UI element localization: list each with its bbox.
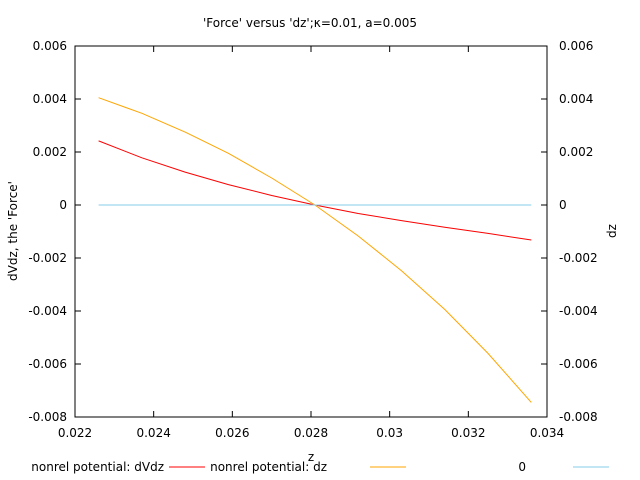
legend-item-dvdz: nonrel potential: dVdz: [31, 460, 205, 474]
x-tick-label: 0.024: [136, 426, 170, 440]
x-tick-label: 0.034: [530, 426, 564, 440]
y2-tick-label: -0.008: [559, 410, 598, 424]
legend-item-zero: 0: [518, 460, 609, 474]
y-tick-label: -0.008: [28, 410, 67, 424]
x-tick-label: 0.032: [451, 426, 485, 440]
series-line-dz: [98, 97, 532, 403]
y2-tick-label: -0.002: [559, 251, 598, 265]
y2-tick-label: -0.004: [559, 304, 598, 318]
y2-tick-label: 0: [559, 198, 567, 212]
y2-tick-label: 0.004: [559, 92, 593, 106]
x-tick-label: 0.026: [215, 426, 249, 440]
y2-tick-label: 0.002: [559, 145, 593, 159]
legend: nonrel potential: dVdz nonrel potential: …: [31, 460, 609, 474]
y-tick-label: 0: [59, 198, 67, 212]
y2-tick-label: 0.006: [559, 39, 593, 53]
y-tick-label: 0.002: [33, 145, 67, 159]
x-tick-label: 0.022: [58, 426, 92, 440]
chart-title: 'Force' versus 'dz';κ=0.01, a=0.005: [203, 16, 417, 30]
y-axis-left: 0.006 0.004 0.002 0 -0.002 -0.004 -0.006 -0.008: [28, 39, 81, 424]
y-tick-label: -0.002: [28, 251, 67, 265]
y2-axis-label: dz: [605, 224, 619, 238]
y-tick-label: 0.004: [33, 92, 67, 106]
series-line-dvdz: [98, 140, 532, 241]
series-lines: [98, 97, 532, 403]
legend-item-dz: nonrel potential: dz: [210, 460, 406, 474]
y-axis-right: 0.006 0.004 0.002 0 -0.002 -0.004 -0.006 -0.008: [541, 39, 598, 424]
y-tick-label: -0.004: [28, 304, 67, 318]
y-tick-label: -0.006: [28, 357, 67, 371]
y-axis-label: dVdz, the 'Force': [6, 181, 20, 281]
x-axis: 0.022 0.024 0.026 0.028 0.03 0.032 0.034: [58, 46, 564, 440]
x-tick-label: 0.028: [294, 426, 328, 440]
legend-label: nonrel potential: dz: [210, 460, 327, 474]
legend-label: nonrel potential: dVdz: [31, 460, 164, 474]
x-axis-label: z: [308, 450, 314, 464]
y-tick-label: 0.006: [33, 39, 67, 53]
x-tick-label: 0.03: [376, 426, 403, 440]
y2-tick-label: -0.006: [559, 357, 598, 371]
legend-label: 0: [518, 460, 526, 474]
